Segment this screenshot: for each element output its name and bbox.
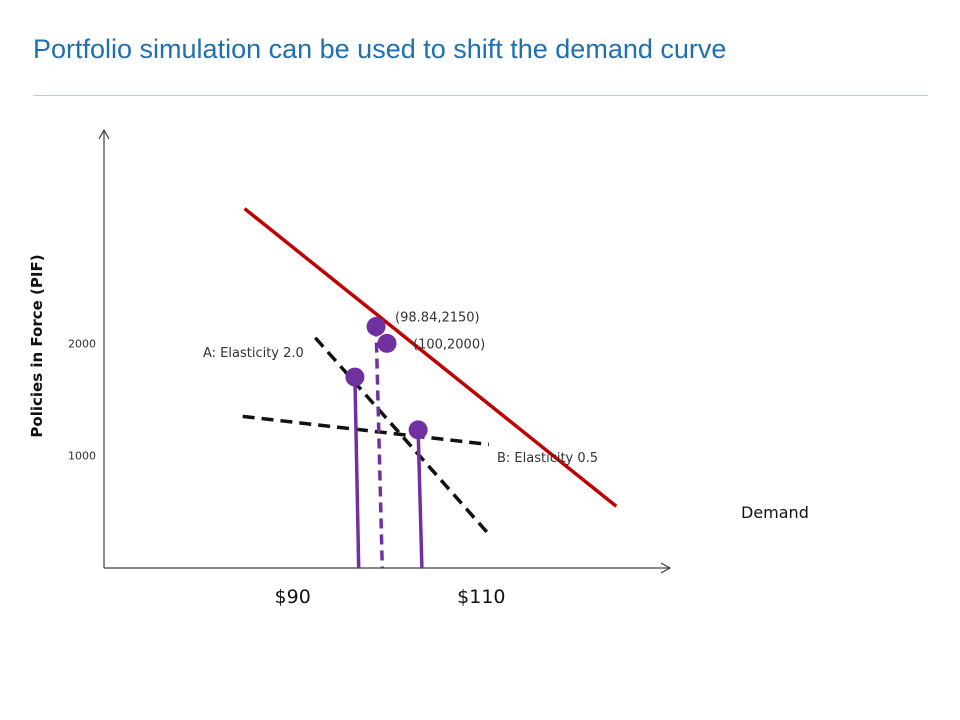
chart-lines — [242, 207, 618, 569]
x-tick-label: $90 — [275, 586, 311, 608]
y-tick-label: 1000 — [68, 450, 96, 463]
drop-line — [353, 377, 361, 569]
x-axis-arrow — [660, 562, 672, 574]
drop-line — [416, 429, 424, 569]
data-point — [366, 317, 386, 337]
y-axis-label: Policies in Force (PIF) — [28, 254, 46, 437]
point-label: (98.84,2150) — [395, 311, 480, 326]
demand-label: Demand — [741, 503, 809, 522]
elasticity-line — [313, 336, 491, 536]
point-label: (100,2000) — [413, 337, 485, 352]
elasticity-a-label: A: Elasticity 2.0 — [203, 346, 304, 361]
chart-points — [345, 317, 428, 440]
title-divider — [33, 95, 928, 96]
data-point — [345, 367, 365, 387]
data-point — [377, 333, 397, 353]
drop-line — [374, 326, 385, 569]
elasticity-line — [242, 414, 490, 447]
chart-labels: Policies in Force (PIF) 1000 2000 (98.84,21… — [28, 254, 809, 608]
page-title: Portfolio simulation can be used to shif… — [33, 34, 727, 64]
y-axis-arrow — [98, 128, 110, 140]
data-point — [408, 420, 428, 440]
demand-curve — [243, 207, 618, 508]
elasticity-b-label: B: Elasticity 0.5 — [497, 451, 598, 466]
chart-axes — [98, 128, 672, 574]
y-tick-label: 2000 — [68, 337, 96, 350]
x-tick-label: $110 — [457, 586, 505, 608]
